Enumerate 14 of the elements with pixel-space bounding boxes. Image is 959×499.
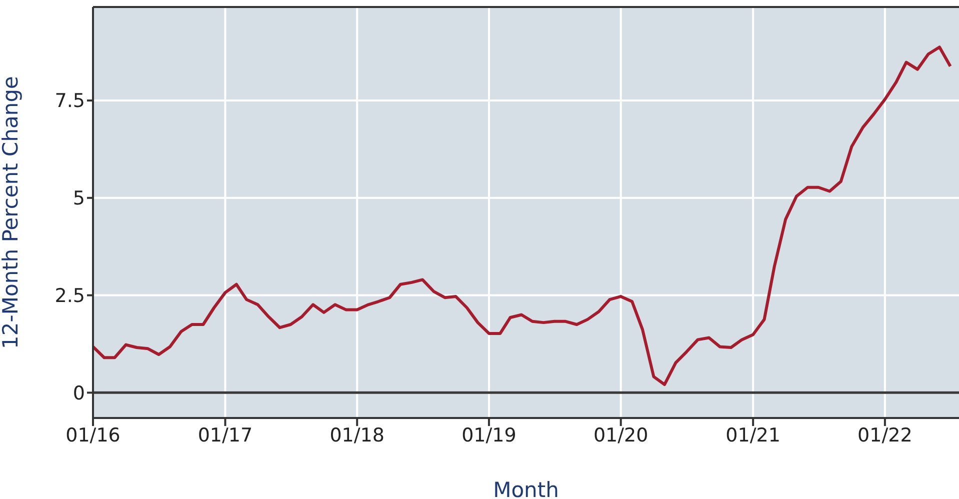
x-tick-label: 01/21	[726, 424, 780, 446]
x-tick-label: 01/19	[462, 424, 516, 446]
line-series	[93, 46, 952, 386]
x-tick-label: 01/17	[198, 424, 253, 446]
y-tick-label: 2.5	[54, 285, 85, 308]
x-axis-title: Month	[493, 478, 559, 499]
x-tick-label: 01/20	[593, 424, 648, 446]
y-tick-label: 7.5	[54, 90, 85, 112]
y-tick-label: 5	[72, 188, 85, 210]
y-tick-label: 0	[72, 382, 85, 404]
x-tick-label: 01/22	[858, 424, 912, 446]
x-tick-label: 01/16	[66, 424, 120, 446]
y-axis-title: 12-Month Percent Change	[0, 76, 22, 349]
x-tick-label: 01/18	[330, 424, 384, 446]
